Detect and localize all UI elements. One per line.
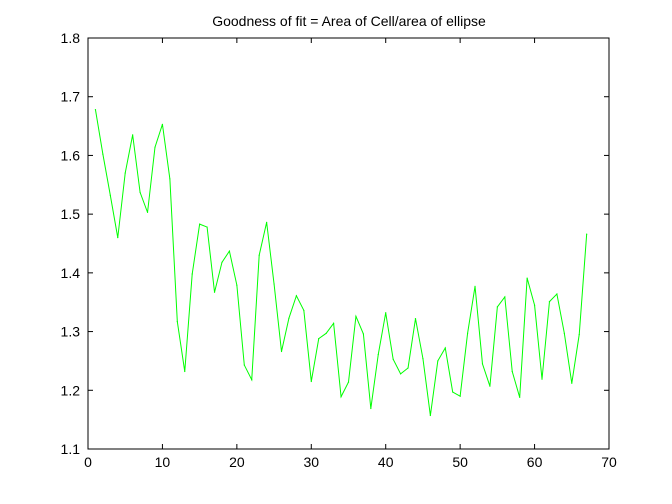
data-point — [571, 382, 573, 384]
data-point — [288, 317, 290, 319]
data-point — [340, 396, 342, 398]
plot-area — [87, 37, 610, 450]
data-point — [176, 320, 178, 323]
data-point — [273, 283, 275, 285]
data-point — [310, 380, 312, 383]
x-tick-label: 40 — [378, 454, 394, 470]
data-point — [102, 153, 104, 155]
data-point — [519, 396, 521, 398]
data-point — [139, 191, 141, 194]
data-point — [295, 295, 297, 297]
x-tick-label: 20 — [229, 454, 245, 470]
x-tick-label: 70 — [601, 454, 617, 470]
data-point — [199, 223, 201, 225]
data-point — [556, 293, 558, 295]
x-tick-label: 30 — [303, 454, 319, 470]
data-point — [124, 172, 126, 174]
data-point — [578, 333, 580, 336]
data-point — [511, 370, 513, 373]
data-point — [370, 407, 372, 410]
data-point — [236, 284, 238, 286]
data-point — [385, 312, 387, 314]
data-point — [213, 291, 216, 293]
data-point — [243, 364, 245, 366]
data-point — [184, 370, 186, 373]
data-point — [444, 347, 446, 349]
data-point — [548, 301, 551, 303]
data-point — [459, 395, 461, 397]
data-point — [325, 332, 327, 334]
data-point — [154, 146, 156, 148]
data-point — [303, 309, 305, 312]
data-point — [132, 134, 134, 136]
data-point — [414, 318, 417, 320]
data-point — [318, 338, 320, 340]
data-point — [377, 353, 379, 356]
x-axis: 0 10 20 30 40 50 60 70 — [84, 38, 617, 470]
data-point — [407, 367, 409, 369]
data-point — [422, 357, 424, 360]
data-point — [221, 261, 223, 263]
data-point — [392, 358, 394, 360]
data-point — [94, 109, 97, 111]
x-tick-label: 50 — [452, 454, 468, 470]
y-tick-label: 1.7 — [61, 89, 81, 105]
data-point — [541, 378, 543, 380]
data-point — [533, 304, 536, 306]
y-tick-label: 1.6 — [61, 147, 81, 163]
series-layer — [94, 109, 588, 417]
data-point — [228, 250, 231, 252]
data-point — [161, 123, 164, 125]
y-tick-label: 1.3 — [61, 324, 81, 340]
data-point — [258, 254, 260, 256]
y-tick-label: 1.4 — [61, 265, 81, 281]
data-point — [347, 381, 350, 383]
data-point — [191, 273, 193, 275]
x-tick-label: 0 — [84, 454, 92, 470]
y-tick-label: 1.1 — [61, 441, 81, 457]
data-point — [362, 333, 364, 335]
data-point — [400, 373, 402, 375]
data-point — [496, 306, 498, 308]
data-point — [117, 237, 119, 239]
x-tick-label: 60 — [527, 454, 543, 470]
data-point — [526, 277, 528, 279]
y-tick-label: 1.8 — [61, 30, 81, 46]
data-point — [452, 391, 454, 393]
data-point — [466, 332, 469, 334]
data-point — [169, 178, 171, 180]
data-point — [474, 285, 476, 287]
data-point — [563, 332, 565, 334]
data-point — [266, 221, 268, 223]
y-tick-label: 1.2 — [61, 382, 81, 398]
data-point — [586, 233, 588, 235]
data-point — [251, 379, 253, 381]
data-point — [437, 360, 439, 362]
chart-title: Goodness of fit = Area of Cell/area of e… — [212, 13, 486, 29]
data-point — [146, 211, 149, 213]
data-point — [109, 194, 111, 196]
data-point — [206, 226, 208, 228]
y-axis: 1.1 1.2 1.3 1.4 1.5 1.6 1.7 1.8 — [61, 30, 609, 457]
data-point — [429, 414, 431, 417]
y-tick-label: 1.5 — [61, 206, 81, 222]
data-point — [355, 315, 357, 317]
data-point — [481, 363, 484, 365]
data-point — [504, 296, 506, 298]
data-point — [489, 385, 491, 387]
data-point — [333, 322, 335, 324]
data-point — [280, 350, 283, 353]
x-tick-label: 10 — [155, 454, 171, 470]
